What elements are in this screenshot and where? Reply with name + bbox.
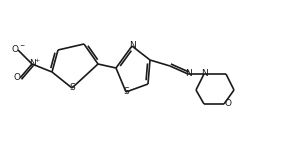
Text: −: − <box>19 42 25 47</box>
Text: N: N <box>30 60 36 68</box>
Text: O: O <box>225 100 232 108</box>
Text: O: O <box>12 46 18 54</box>
Text: N: N <box>185 69 191 79</box>
Text: N: N <box>129 41 135 51</box>
Text: +: + <box>34 58 40 62</box>
Text: S: S <box>123 87 129 97</box>
Text: S: S <box>69 84 75 93</box>
Text: O: O <box>14 73 20 82</box>
Text: N: N <box>201 69 207 79</box>
